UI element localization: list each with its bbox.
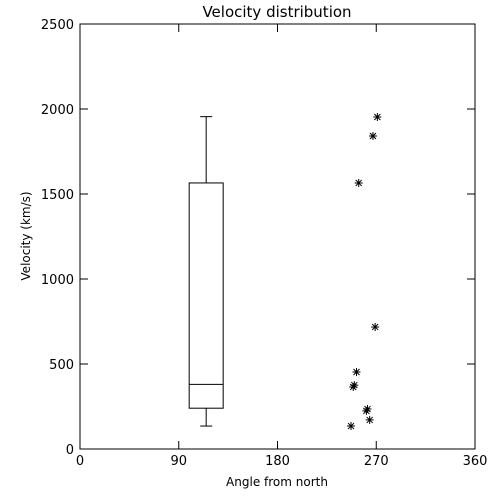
point (362, 406, 371, 415)
point (373, 112, 382, 121)
point-glyph (349, 382, 358, 391)
point (371, 322, 380, 331)
x-tick-label: 180 (265, 454, 290, 469)
point (365, 415, 374, 424)
y-tick-label: 500 (49, 358, 74, 373)
x-tick-label: 90 (170, 454, 187, 469)
point (363, 405, 372, 414)
point-glyph (350, 381, 359, 390)
chart-title: Velocity distribution (202, 3, 351, 21)
point-glyph (365, 415, 374, 424)
point-glyph (363, 405, 372, 414)
box (188, 182, 224, 409)
x-tick-label: 0 (76, 454, 84, 469)
point (349, 382, 358, 391)
y-tick-label: 2000 (41, 103, 74, 118)
point (354, 178, 363, 187)
x-axis-label: Angle from north (226, 475, 328, 489)
y-axis-label: Velocity (km/s) (19, 191, 33, 280)
point-glyph (368, 132, 377, 141)
point (350, 381, 359, 390)
x-tick-label: 270 (364, 454, 389, 469)
point-glyph (347, 422, 356, 431)
point-glyph (371, 322, 380, 331)
point-glyph (354, 178, 363, 187)
y-tick-label: 1500 (41, 188, 74, 203)
y-tick-label: 1000 (41, 273, 74, 288)
plot-frame (79, 23, 476, 450)
point (352, 367, 361, 376)
y-tick-label: 0 (66, 443, 74, 458)
x-tick-label: 360 (463, 454, 488, 469)
point (368, 132, 377, 141)
point-glyph (352, 367, 361, 376)
point-glyph (362, 406, 371, 415)
point-glyph (373, 112, 382, 121)
y-tick-label: 2500 (41, 18, 74, 33)
point (347, 422, 356, 431)
